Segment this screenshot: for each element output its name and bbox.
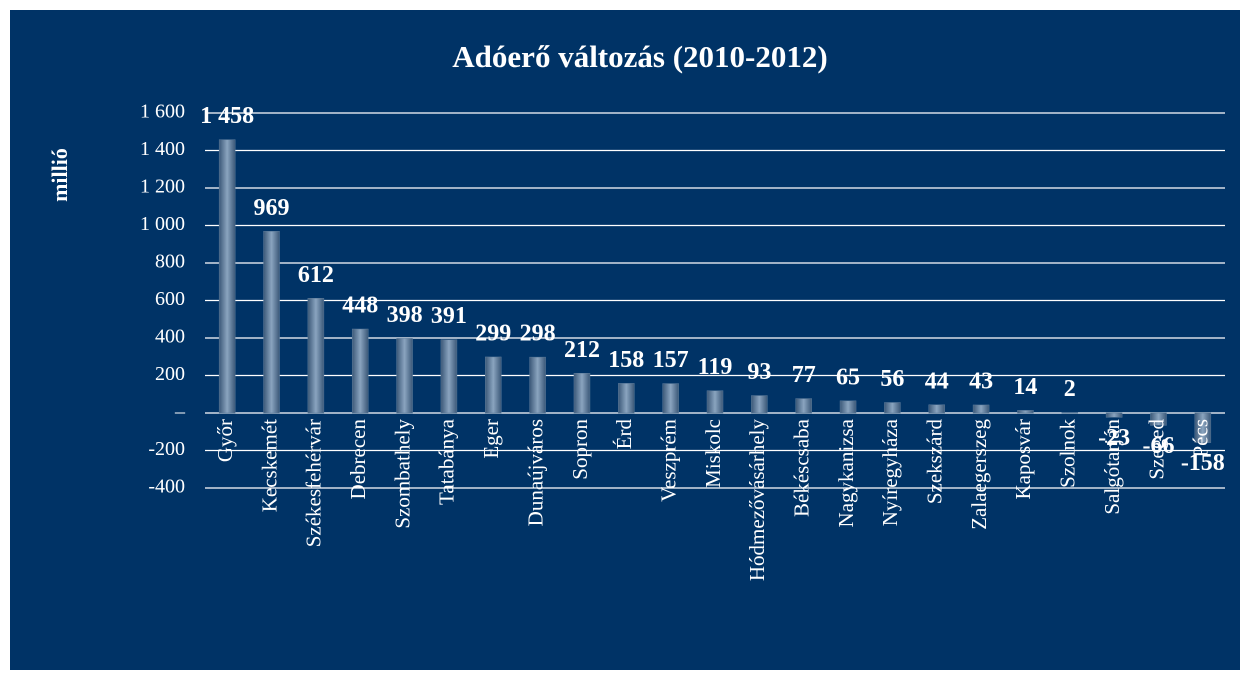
y-tick-label: 200	[155, 363, 185, 385]
bar	[440, 339, 458, 414]
bar	[839, 400, 857, 414]
chart-title: Adóerő változás (2010-2012)	[452, 39, 827, 74]
x-tick-label: Szolnok	[1056, 419, 1080, 488]
x-tick-label: Sopron	[568, 419, 592, 480]
y-axis-label: millió	[47, 148, 72, 202]
y-tick-label: 1 000	[140, 213, 185, 235]
value-label: 448	[342, 293, 378, 319]
bar	[396, 338, 413, 414]
value-label: 212	[564, 337, 600, 363]
y-tick-label: 800	[155, 251, 185, 273]
value-label: 969	[254, 195, 290, 221]
value-label: -158	[1181, 450, 1225, 476]
value-label: 14	[1013, 374, 1037, 400]
x-tick-label: Szeged	[1144, 419, 1168, 480]
x-tick-label: Szekszárd	[923, 419, 947, 505]
x-tick-label: Nyíregyháza	[878, 418, 902, 526]
value-label: 93	[747, 359, 771, 385]
y-tick-label: 1 200	[140, 176, 185, 198]
y-tick-label: 400	[155, 326, 185, 348]
bar	[706, 390, 724, 414]
x-tick-label: Veszprém	[656, 419, 680, 502]
value-label: 391	[431, 303, 467, 329]
x-tick-label: Salgótarján	[1100, 419, 1124, 515]
bar	[884, 402, 901, 414]
x-tick-label: Székesfehérvár	[302, 419, 326, 547]
y-tick-label: –	[174, 401, 186, 423]
bar	[573, 373, 591, 414]
x-tick-label: Szombathely	[390, 419, 414, 529]
bar	[485, 356, 502, 414]
value-label: 398	[387, 302, 423, 328]
x-tick-label: Pécs	[1189, 419, 1213, 458]
y-tick-label: -200	[148, 438, 185, 460]
bar	[263, 231, 280, 414]
value-label: 2	[1064, 376, 1076, 402]
value-label: 65	[836, 364, 860, 390]
value-label: 43	[969, 368, 993, 394]
x-tick-label: Debrecen	[346, 419, 370, 500]
x-tick-label: Nagykanizsa	[834, 418, 858, 527]
bar	[795, 398, 812, 414]
y-tick-label: 1 600	[140, 101, 185, 123]
x-tick-label: Győr	[213, 419, 237, 462]
y-tick-label: -400	[148, 476, 185, 498]
y-tick-label: 600	[155, 288, 185, 310]
bar	[307, 298, 325, 414]
value-label: 299	[475, 320, 511, 346]
bar	[218, 139, 236, 414]
value-label: 119	[698, 354, 733, 380]
bar	[1194, 412, 1212, 443]
bar	[1105, 412, 1123, 418]
bar	[751, 395, 768, 414]
value-label: -23	[1098, 425, 1130, 451]
bar	[928, 404, 945, 414]
bar	[1017, 410, 1034, 414]
x-tick-label: Kaposvár	[1011, 419, 1035, 499]
bar	[618, 383, 635, 414]
x-tick-label: Kecskemét	[257, 419, 281, 512]
bar	[351, 328, 369, 414]
bar	[972, 404, 990, 414]
value-label: 157	[653, 347, 689, 373]
x-tick-label: Zalaegerszeg	[967, 419, 991, 530]
x-tick-label: Tatabánya	[435, 418, 459, 505]
value-label: 612	[298, 262, 334, 288]
x-tick-label: Hódmezővásárhely	[745, 419, 769, 582]
value-label: 44	[925, 368, 949, 394]
value-label: 158	[608, 347, 644, 373]
x-tick-label: Békéscsaba	[790, 418, 814, 517]
value-label: 298	[520, 321, 556, 347]
bar	[529, 356, 546, 414]
value-label: 77	[792, 362, 816, 388]
x-tick-label: Dunaújváros	[523, 419, 547, 526]
x-tick-label: Miskolc	[701, 419, 725, 488]
value-label: -66	[1142, 433, 1174, 459]
value-label: 1 458	[200, 103, 254, 129]
x-tick-label: Eger	[479, 419, 503, 459]
value-label: 56	[880, 366, 904, 392]
bar	[662, 383, 679, 414]
chart-background	[10, 10, 1240, 670]
bar	[1150, 412, 1167, 426]
y-tick-label: 1 400	[140, 138, 185, 160]
x-tick-label: Érd	[612, 419, 636, 450]
